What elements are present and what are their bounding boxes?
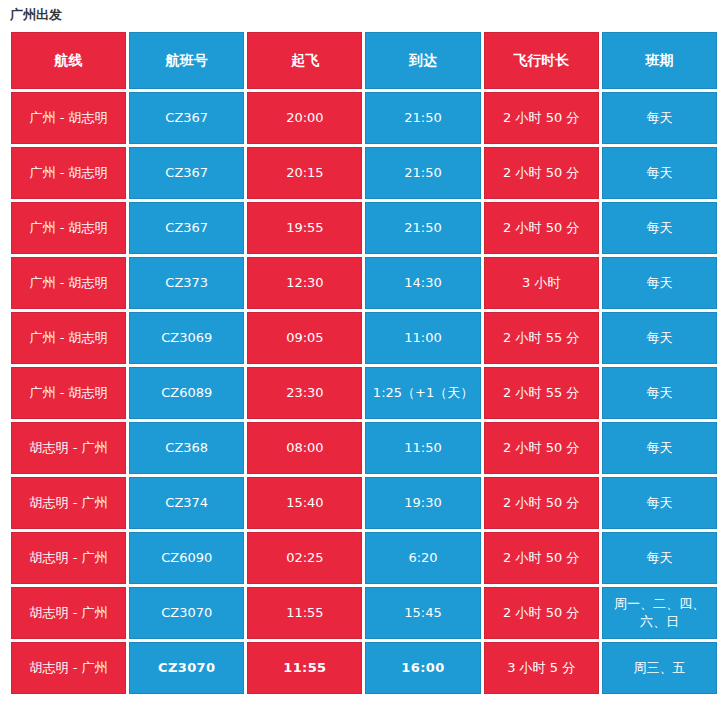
cell-route: 胡志明 - 广州 [11, 532, 126, 584]
cell-flight_no: CZ367 [129, 202, 244, 254]
table-row: 广州 - 胡志明CZ306909:0511:002 小时 55 分每天 [11, 312, 717, 364]
table-row: 胡志明 - 广州CZ36808:0011:502 小时 50 分每天 [11, 422, 717, 474]
cell-route: 胡志明 - 广州 [11, 477, 126, 529]
cell-duration: 2 小时 50 分 [484, 147, 599, 199]
page: 广州出发 航线航班号起飞到达飞行时长班期 广州 - 胡志明CZ36720:002… [0, 0, 727, 708]
cell-route: 胡志明 - 广州 [11, 587, 126, 639]
table-row: 胡志明 - 广州CZ609002:256:202 小时 50 分每天 [11, 532, 717, 584]
cell-departure: 08:00 [247, 422, 362, 474]
cell-duration: 2 小时 55 分 [484, 312, 599, 364]
cell-arrival: 6:20 [365, 532, 480, 584]
column-header-duration: 飞行时长 [484, 32, 599, 89]
cell-flight_no: CZ3070 [129, 587, 244, 639]
cell-arrival: 16:00 [365, 642, 480, 694]
cell-departure: 20:15 [247, 147, 362, 199]
cell-flight_no: CZ373 [129, 257, 244, 309]
cell-schedule: 每天 [602, 532, 717, 584]
cell-departure: 23:30 [247, 367, 362, 419]
cell-schedule: 每天 [602, 147, 717, 199]
cell-schedule: 每天 [602, 477, 717, 529]
cell-duration: 2 小时 50 分 [484, 422, 599, 474]
column-header-departure: 起飞 [247, 32, 362, 89]
cell-departure: 11:55 [247, 587, 362, 639]
table-row: 胡志明 - 广州CZ37415:4019:302 小时 50 分每天 [11, 477, 717, 529]
cell-duration: 2 小时 50 分 [484, 92, 599, 144]
cell-flight_no: CZ374 [129, 477, 244, 529]
table-row: 广州 - 胡志明CZ36719:5521:502 小时 50 分每天 [11, 202, 717, 254]
cell-schedule: 每天 [602, 312, 717, 364]
cell-duration: 2 小时 50 分 [484, 587, 599, 639]
cell-arrival: 14:30 [365, 257, 480, 309]
cell-departure: 09:05 [247, 312, 362, 364]
column-header-arrival: 到达 [365, 32, 480, 89]
cell-duration: 2 小时 55 分 [484, 367, 599, 419]
cell-arrival: 15:45 [365, 587, 480, 639]
cell-arrival: 1:25（+1（天） [365, 367, 480, 419]
cell-flight_no: CZ6090 [129, 532, 244, 584]
cell-flight_no: CZ6089 [129, 367, 244, 419]
cell-route: 广州 - 胡志明 [11, 92, 126, 144]
cell-departure: 02:25 [247, 532, 362, 584]
cell-departure: 19:55 [247, 202, 362, 254]
cell-schedule: 周一、二、四、六、日 [602, 587, 717, 639]
header-row: 航线航班号起飞到达飞行时长班期 [11, 32, 717, 89]
column-header-route: 航线 [11, 32, 126, 89]
cell-route: 广州 - 胡志明 [11, 367, 126, 419]
cell-route: 胡志明 - 广州 [11, 642, 126, 694]
page-title: 广州出发 [10, 6, 720, 23]
table-row: 广州 - 胡志明CZ608923:301:25（+1（天）2 小时 55 分每天 [11, 367, 717, 419]
cell-schedule: 每天 [602, 202, 717, 254]
cell-duration: 2 小时 50 分 [484, 532, 599, 584]
cell-arrival: 19:30 [365, 477, 480, 529]
cell-departure: 12:30 [247, 257, 362, 309]
cell-schedule: 周三、五 [602, 642, 717, 694]
flight-schedule-table: 航线航班号起飞到达飞行时长班期 广州 - 胡志明CZ36720:0021:502… [8, 29, 720, 697]
cell-route: 广州 - 胡志明 [11, 147, 126, 199]
cell-schedule: 每天 [602, 367, 717, 419]
cell-route: 胡志明 - 广州 [11, 422, 126, 474]
cell-arrival: 11:00 [365, 312, 480, 364]
cell-schedule: 每天 [602, 257, 717, 309]
cell-arrival: 11:50 [365, 422, 480, 474]
cell-flight_no: CZ368 [129, 422, 244, 474]
cell-flight_no: CZ3069 [129, 312, 244, 364]
cell-departure: 11:55 [247, 642, 362, 694]
cell-arrival: 21:50 [365, 202, 480, 254]
cell-duration: 3 小时 [484, 257, 599, 309]
cell-schedule: 每天 [602, 92, 717, 144]
column-header-schedule: 班期 [602, 32, 717, 89]
cell-duration: 2 小时 50 分 [484, 202, 599, 254]
cell-departure: 15:40 [247, 477, 362, 529]
cell-route: 广州 - 胡志明 [11, 202, 126, 254]
cell-arrival: 21:50 [365, 92, 480, 144]
cell-duration: 3 小时 5 分 [484, 642, 599, 694]
cell-schedule: 每天 [602, 422, 717, 474]
table-row: 广州 - 胡志明CZ36720:1521:502 小时 50 分每天 [11, 147, 717, 199]
cell-duration: 2 小时 50 分 [484, 477, 599, 529]
cell-flight_no: CZ3070 [129, 642, 244, 694]
cell-flight_no: CZ367 [129, 147, 244, 199]
cell-departure: 20:00 [247, 92, 362, 144]
table-row: 胡志明 - 广州CZ307011:5516:003 小时 5 分周三、五 [11, 642, 717, 694]
table-row: 广州 - 胡志明CZ36720:0021:502 小时 50 分每天 [11, 92, 717, 144]
column-header-flight_no: 航班号 [129, 32, 244, 89]
cell-arrival: 21:50 [365, 147, 480, 199]
table-row: 胡志明 - 广州CZ307011:5515:452 小时 50 分周一、二、四、… [11, 587, 717, 639]
table-row: 广州 - 胡志明CZ37312:3014:303 小时每天 [11, 257, 717, 309]
table-body: 广州 - 胡志明CZ36720:0021:502 小时 50 分每天广州 - 胡… [11, 92, 717, 694]
cell-flight_no: CZ367 [129, 92, 244, 144]
cell-route: 广州 - 胡志明 [11, 312, 126, 364]
cell-route: 广州 - 胡志明 [11, 257, 126, 309]
